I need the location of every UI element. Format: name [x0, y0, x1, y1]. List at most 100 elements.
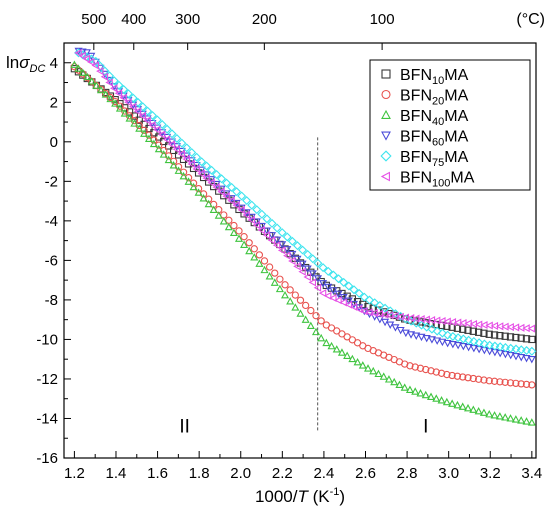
data-point [313, 283, 322, 292]
data-point [480, 329, 488, 337]
data-point [187, 148, 197, 158]
data-point [262, 214, 272, 224]
data-point [97, 85, 106, 94]
data-point [433, 337, 442, 345]
data-point [348, 354, 357, 363]
data-point [257, 226, 266, 235]
data-point [237, 204, 246, 213]
data-point [291, 303, 300, 311]
y-tick-label: 4 [50, 55, 58, 72]
data-point [296, 296, 305, 304]
legend-label: BFN20MA [400, 88, 469, 108]
data-point [169, 161, 178, 169]
data-point [298, 245, 308, 255]
data-point [100, 72, 109, 81]
data-point [79, 70, 87, 78]
data-point [311, 327, 321, 336]
data-point [229, 228, 238, 237]
data-point [234, 234, 244, 242]
data-point [135, 116, 143, 124]
data-point [328, 270, 338, 280]
data-point [396, 326, 405, 335]
data-point [427, 367, 435, 375]
data-point [96, 67, 104, 76]
data-point [364, 303, 372, 311]
data-point [332, 345, 341, 353]
data-point [421, 390, 430, 399]
data-point [344, 297, 353, 305]
data-point [143, 116, 151, 125]
data-point [277, 228, 287, 238]
data-point [143, 115, 152, 123]
data-point [260, 265, 269, 274]
data-point [291, 291, 299, 299]
data-point [379, 372, 388, 380]
data-point [111, 99, 120, 107]
data-point [135, 124, 144, 132]
data-point [448, 323, 456, 331]
top-tick-label: 300 [175, 11, 200, 28]
data-point [265, 263, 274, 271]
data-point [70, 60, 79, 68]
data-point [189, 182, 198, 191]
data-point [349, 285, 359, 295]
data-point [517, 416, 526, 424]
plot-frame [63, 42, 537, 459]
data-point [123, 89, 133, 99]
data-point [135, 121, 143, 130]
data-point [517, 353, 526, 362]
data-point [252, 205, 262, 215]
data-point [339, 277, 349, 287]
data-point [272, 241, 281, 250]
data-point [411, 387, 420, 395]
data-point [235, 227, 243, 235]
data-point [407, 331, 416, 339]
data-point [485, 330, 493, 338]
data-point [317, 333, 326, 342]
x-tick-label: 2.2 [272, 465, 293, 482]
data-point [143, 106, 153, 116]
data-point [272, 223, 282, 233]
data-point [432, 368, 440, 376]
data-point [303, 265, 312, 273]
data-point [479, 339, 489, 349]
region-label: I [423, 416, 428, 437]
data-point [301, 315, 310, 323]
data-point [395, 380, 404, 389]
data-point [277, 246, 286, 255]
data-point [86, 54, 96, 64]
data-point [459, 342, 468, 351]
data-point [480, 376, 488, 384]
data-point [469, 405, 478, 413]
data-point [245, 246, 254, 255]
data-point [204, 199, 213, 208]
x-tick-label: 3.2 [480, 465, 501, 482]
data-point [296, 309, 305, 317]
data-point [313, 275, 322, 283]
data-point [128, 102, 137, 111]
data-point [401, 329, 410, 338]
legend-label: BFN10MA [400, 67, 469, 87]
data-point [437, 396, 446, 404]
x-tick-label: 2.8 [397, 465, 418, 482]
data-point [82, 54, 91, 63]
data-point [283, 251, 291, 260]
data-point [125, 114, 134, 122]
data-point [252, 221, 260, 230]
data-point [247, 215, 255, 225]
data-point [212, 169, 222, 179]
data-point [448, 399, 457, 407]
data-point [172, 145, 181, 154]
data-point [307, 306, 315, 315]
data-point [527, 324, 536, 333]
data-point [528, 335, 536, 344]
data-point [422, 322, 432, 332]
data-point [490, 377, 499, 385]
data-point [511, 352, 521, 361]
data-point [306, 321, 315, 330]
data-point [318, 263, 328, 273]
data-point [500, 343, 510, 353]
data-point [119, 93, 127, 102]
data-point [380, 150, 392, 162]
data-point [298, 267, 306, 276]
